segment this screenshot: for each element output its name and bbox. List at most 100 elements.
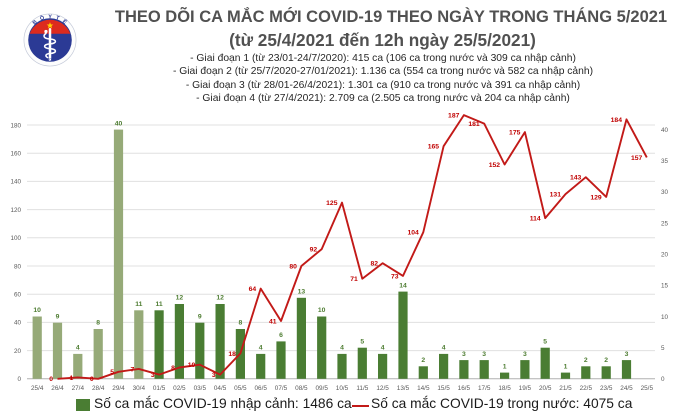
svg-text:4: 4 <box>259 345 263 352</box>
svg-text:184: 184 <box>611 117 623 124</box>
svg-text:100: 100 <box>10 235 21 242</box>
svg-text:82: 82 <box>371 261 379 268</box>
svg-text:25/4: 25/4 <box>31 385 44 392</box>
svg-text:01/5: 01/5 <box>153 385 166 392</box>
svg-text:5: 5 <box>543 338 547 345</box>
svg-text:131: 131 <box>550 192 562 199</box>
svg-text:41: 41 <box>269 318 277 325</box>
svg-text:120: 120 <box>10 207 21 214</box>
svg-text:30: 30 <box>661 189 669 196</box>
svg-text:10: 10 <box>33 307 41 314</box>
svg-text:20/5: 20/5 <box>539 385 552 392</box>
svg-text:05/5: 05/5 <box>234 385 247 392</box>
svg-text:8: 8 <box>96 320 100 327</box>
svg-text:09/5: 09/5 <box>315 385 328 392</box>
svg-text:1: 1 <box>564 363 568 370</box>
svg-text:187: 187 <box>448 113 460 120</box>
svg-text:13/5: 13/5 <box>397 385 410 392</box>
svg-text:1: 1 <box>70 375 74 382</box>
svg-text:9: 9 <box>198 313 202 320</box>
svg-text:175: 175 <box>509 130 521 137</box>
svg-text:3: 3 <box>523 351 527 358</box>
svg-text:14/5: 14/5 <box>417 385 430 392</box>
svg-text:80: 80 <box>289 263 297 270</box>
svg-text:8: 8 <box>171 365 175 372</box>
svg-text:5: 5 <box>360 338 364 345</box>
svg-text:24/5: 24/5 <box>620 385 633 392</box>
svg-text:4: 4 <box>381 345 385 352</box>
svg-text:4: 4 <box>76 345 80 352</box>
svg-text:71: 71 <box>350 276 358 283</box>
svg-text:8: 8 <box>239 320 243 327</box>
svg-text:40: 40 <box>115 120 123 127</box>
svg-text:30/4: 30/4 <box>133 385 146 392</box>
svg-text:0: 0 <box>661 376 665 383</box>
svg-text:6: 6 <box>279 332 283 339</box>
svg-text:16/5: 16/5 <box>458 385 471 392</box>
svg-text:4: 4 <box>340 345 344 352</box>
svg-text:19/5: 19/5 <box>519 385 532 392</box>
svg-text:0: 0 <box>17 376 21 383</box>
svg-text:18: 18 <box>228 351 236 358</box>
svg-text:40: 40 <box>14 320 22 327</box>
svg-text:14: 14 <box>399 282 407 289</box>
svg-text:06/5: 06/5 <box>254 385 267 392</box>
svg-text:29/4: 29/4 <box>112 385 125 392</box>
svg-text:15/5: 15/5 <box>437 385 450 392</box>
svg-text:3: 3 <box>151 372 155 379</box>
svg-text:80: 80 <box>14 263 22 270</box>
svg-text:25: 25 <box>661 220 669 227</box>
svg-text:25/5: 25/5 <box>641 385 654 392</box>
svg-text:2: 2 <box>421 357 425 364</box>
svg-text:03/5: 03/5 <box>194 385 207 392</box>
svg-text:0: 0 <box>90 376 94 383</box>
svg-text:02/5: 02/5 <box>173 385 186 392</box>
svg-text:143: 143 <box>570 175 582 182</box>
svg-text:11/5: 11/5 <box>356 385 368 392</box>
svg-text:11: 11 <box>135 301 142 308</box>
svg-text:129: 129 <box>590 194 602 201</box>
svg-text:10: 10 <box>188 362 196 369</box>
svg-text:181: 181 <box>468 121 480 128</box>
svg-text:11: 11 <box>156 301 163 308</box>
svg-text:28/4: 28/4 <box>92 385 105 392</box>
svg-text:104: 104 <box>407 230 419 237</box>
svg-text:23/5: 23/5 <box>600 385 613 392</box>
svg-text:10/5: 10/5 <box>336 385 349 392</box>
svg-text:165: 165 <box>428 144 440 151</box>
svg-text:26/4: 26/4 <box>51 385 64 392</box>
svg-text:157: 157 <box>631 155 643 162</box>
svg-text:5: 5 <box>110 369 114 376</box>
svg-text:27/4: 27/4 <box>72 385 85 392</box>
svg-text:1: 1 <box>503 363 507 370</box>
svg-text:0: 0 <box>49 376 53 383</box>
svg-text:140: 140 <box>10 179 21 186</box>
svg-text:2: 2 <box>584 357 588 364</box>
svg-text:17/5: 17/5 <box>478 385 491 392</box>
svg-text:4: 4 <box>442 345 446 352</box>
svg-text:64: 64 <box>249 286 257 293</box>
svg-text:22/5: 22/5 <box>580 385 593 392</box>
svg-text:60: 60 <box>14 292 22 299</box>
svg-text:12: 12 <box>216 295 224 302</box>
svg-text:3: 3 <box>482 351 486 358</box>
svg-text:3: 3 <box>462 351 466 358</box>
svg-text:92: 92 <box>310 247 318 254</box>
svg-text:18/5: 18/5 <box>498 385 511 392</box>
svg-text:07/5: 07/5 <box>275 385 288 392</box>
svg-text:3: 3 <box>625 351 629 358</box>
svg-text:12: 12 <box>176 295 184 302</box>
svg-text:2: 2 <box>604 357 608 364</box>
svg-text:15: 15 <box>661 283 669 290</box>
svg-text:35: 35 <box>661 158 669 165</box>
svg-text:125: 125 <box>326 200 338 207</box>
svg-text:160: 160 <box>10 151 21 158</box>
svg-text:7: 7 <box>131 366 135 373</box>
svg-text:04/5: 04/5 <box>214 385 227 392</box>
svg-text:10: 10 <box>661 314 669 321</box>
svg-text:114: 114 <box>530 216 541 223</box>
svg-text:180: 180 <box>10 122 21 129</box>
svg-text:40: 40 <box>661 127 669 134</box>
svg-text:10: 10 <box>318 307 326 314</box>
svg-text:13: 13 <box>298 289 306 296</box>
